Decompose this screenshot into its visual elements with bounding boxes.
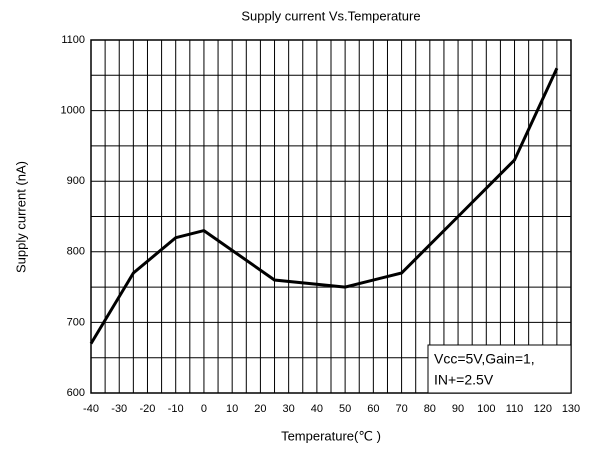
x-tick-label: 30	[283, 403, 295, 415]
x-tick-label: 40	[311, 403, 323, 415]
x-tick-label: 70	[395, 403, 407, 415]
x-tick-label: 10	[226, 403, 238, 415]
y-tick-label: 800	[67, 246, 85, 258]
y-tick-label: 900	[67, 175, 85, 187]
x-tick-label: -10	[168, 403, 184, 415]
y-tick-label: 600	[67, 387, 85, 399]
y-tick-label: 1100	[61, 34, 85, 46]
x-tick-label: 60	[367, 403, 379, 415]
x-tick-label: 110	[506, 403, 524, 415]
y-tick-label: 1000	[61, 105, 85, 117]
x-tick-label: 50	[339, 403, 351, 415]
y-axis-label: Supply current (nA)	[13, 161, 28, 273]
y-tick-label: 700	[67, 316, 85, 328]
x-tick-label: 90	[452, 403, 464, 415]
x-tick-label: 120	[534, 403, 552, 415]
annotation-text: IN+=2.5V	[434, 372, 494, 388]
x-tick-label: 100	[477, 403, 495, 415]
x-tick-label: 130	[562, 403, 580, 415]
x-tick-label: -30	[111, 403, 127, 415]
x-tick-label: 0	[201, 403, 207, 415]
x-axis-label: Temperature(℃ )	[281, 428, 381, 443]
data-line	[89, 67, 559, 345]
plot-frame	[90, 39, 572, 394]
x-tick-label: -40	[83, 403, 99, 415]
x-tick-label: -20	[140, 403, 156, 415]
annotation-box	[427, 344, 572, 394]
x-tick-label: 80	[424, 403, 436, 415]
x-tick-label: 20	[254, 403, 266, 415]
annotation-text: Vcc=5V,Gain=1,	[434, 351, 535, 367]
chart-title: Supply current Vs.Temperature	[241, 8, 420, 23]
